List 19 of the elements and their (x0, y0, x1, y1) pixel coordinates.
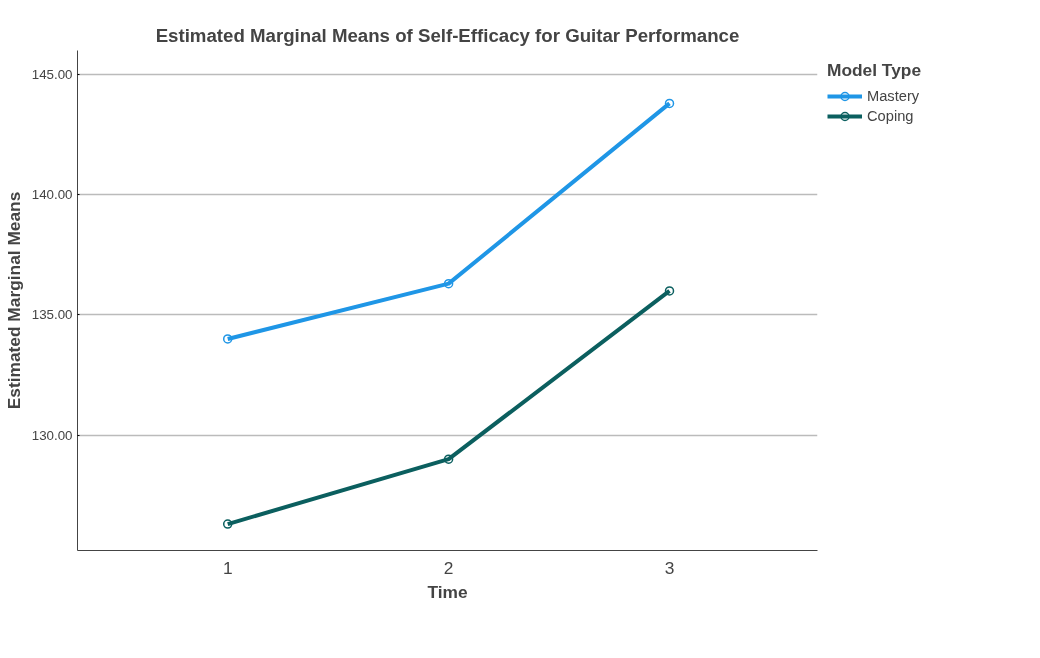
point (443, 278, 454, 289)
y-tick-label: 145.00 (31, 67, 73, 83)
legend-title: Model Type (827, 60, 922, 81)
y-tick-label: 130.00 (31, 427, 73, 443)
legend-label: Mastery (867, 88, 920, 104)
chart-title: Estimated Marginal Means of Self-Efficacy for Guitar Performance (155, 24, 740, 46)
x-axis-title: Time (427, 581, 468, 602)
x-tick-label: 3 (664, 557, 675, 578)
point (664, 98, 675, 109)
y-tick-label: 135.00 (31, 307, 73, 323)
x-tick-label: 1 (222, 557, 233, 578)
point (664, 286, 675, 296)
point (222, 519, 233, 529)
y-tick-label: 140.00 (31, 187, 73, 203)
point (443, 454, 454, 464)
x-tick-label: 2 (443, 557, 454, 578)
point (222, 334, 233, 344)
legend-label: Coping (867, 108, 914, 124)
y-axis-title: Estimated Marginal Means (3, 191, 24, 410)
